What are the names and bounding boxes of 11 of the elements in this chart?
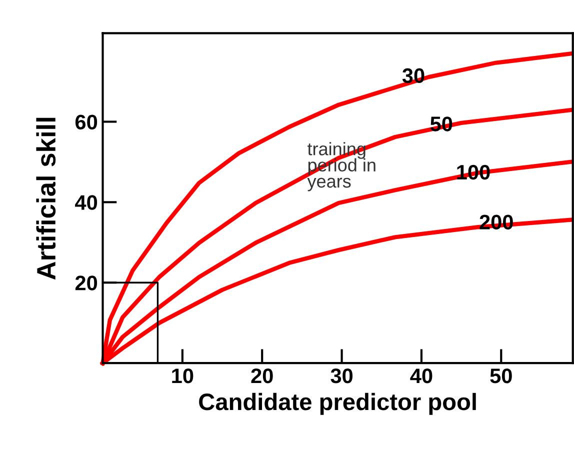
x-tick-label: 10 bbox=[172, 368, 194, 384]
x-tick-label: 50 bbox=[490, 368, 512, 384]
y-axis-title: Artificial skill bbox=[36, 118, 56, 280]
y-tick-label: 60 bbox=[75, 114, 98, 130]
x-tick-label: 30 bbox=[330, 368, 353, 384]
x-axis-title: Candidate predictor pool bbox=[199, 392, 476, 415]
x-tick-label: 20 bbox=[251, 368, 273, 384]
y-tick-label: 20 bbox=[75, 276, 98, 290]
x-tick-label: 40 bbox=[410, 368, 432, 384]
y-tick-label: 40 bbox=[75, 195, 98, 210]
annotation: 30 bbox=[402, 68, 424, 84]
